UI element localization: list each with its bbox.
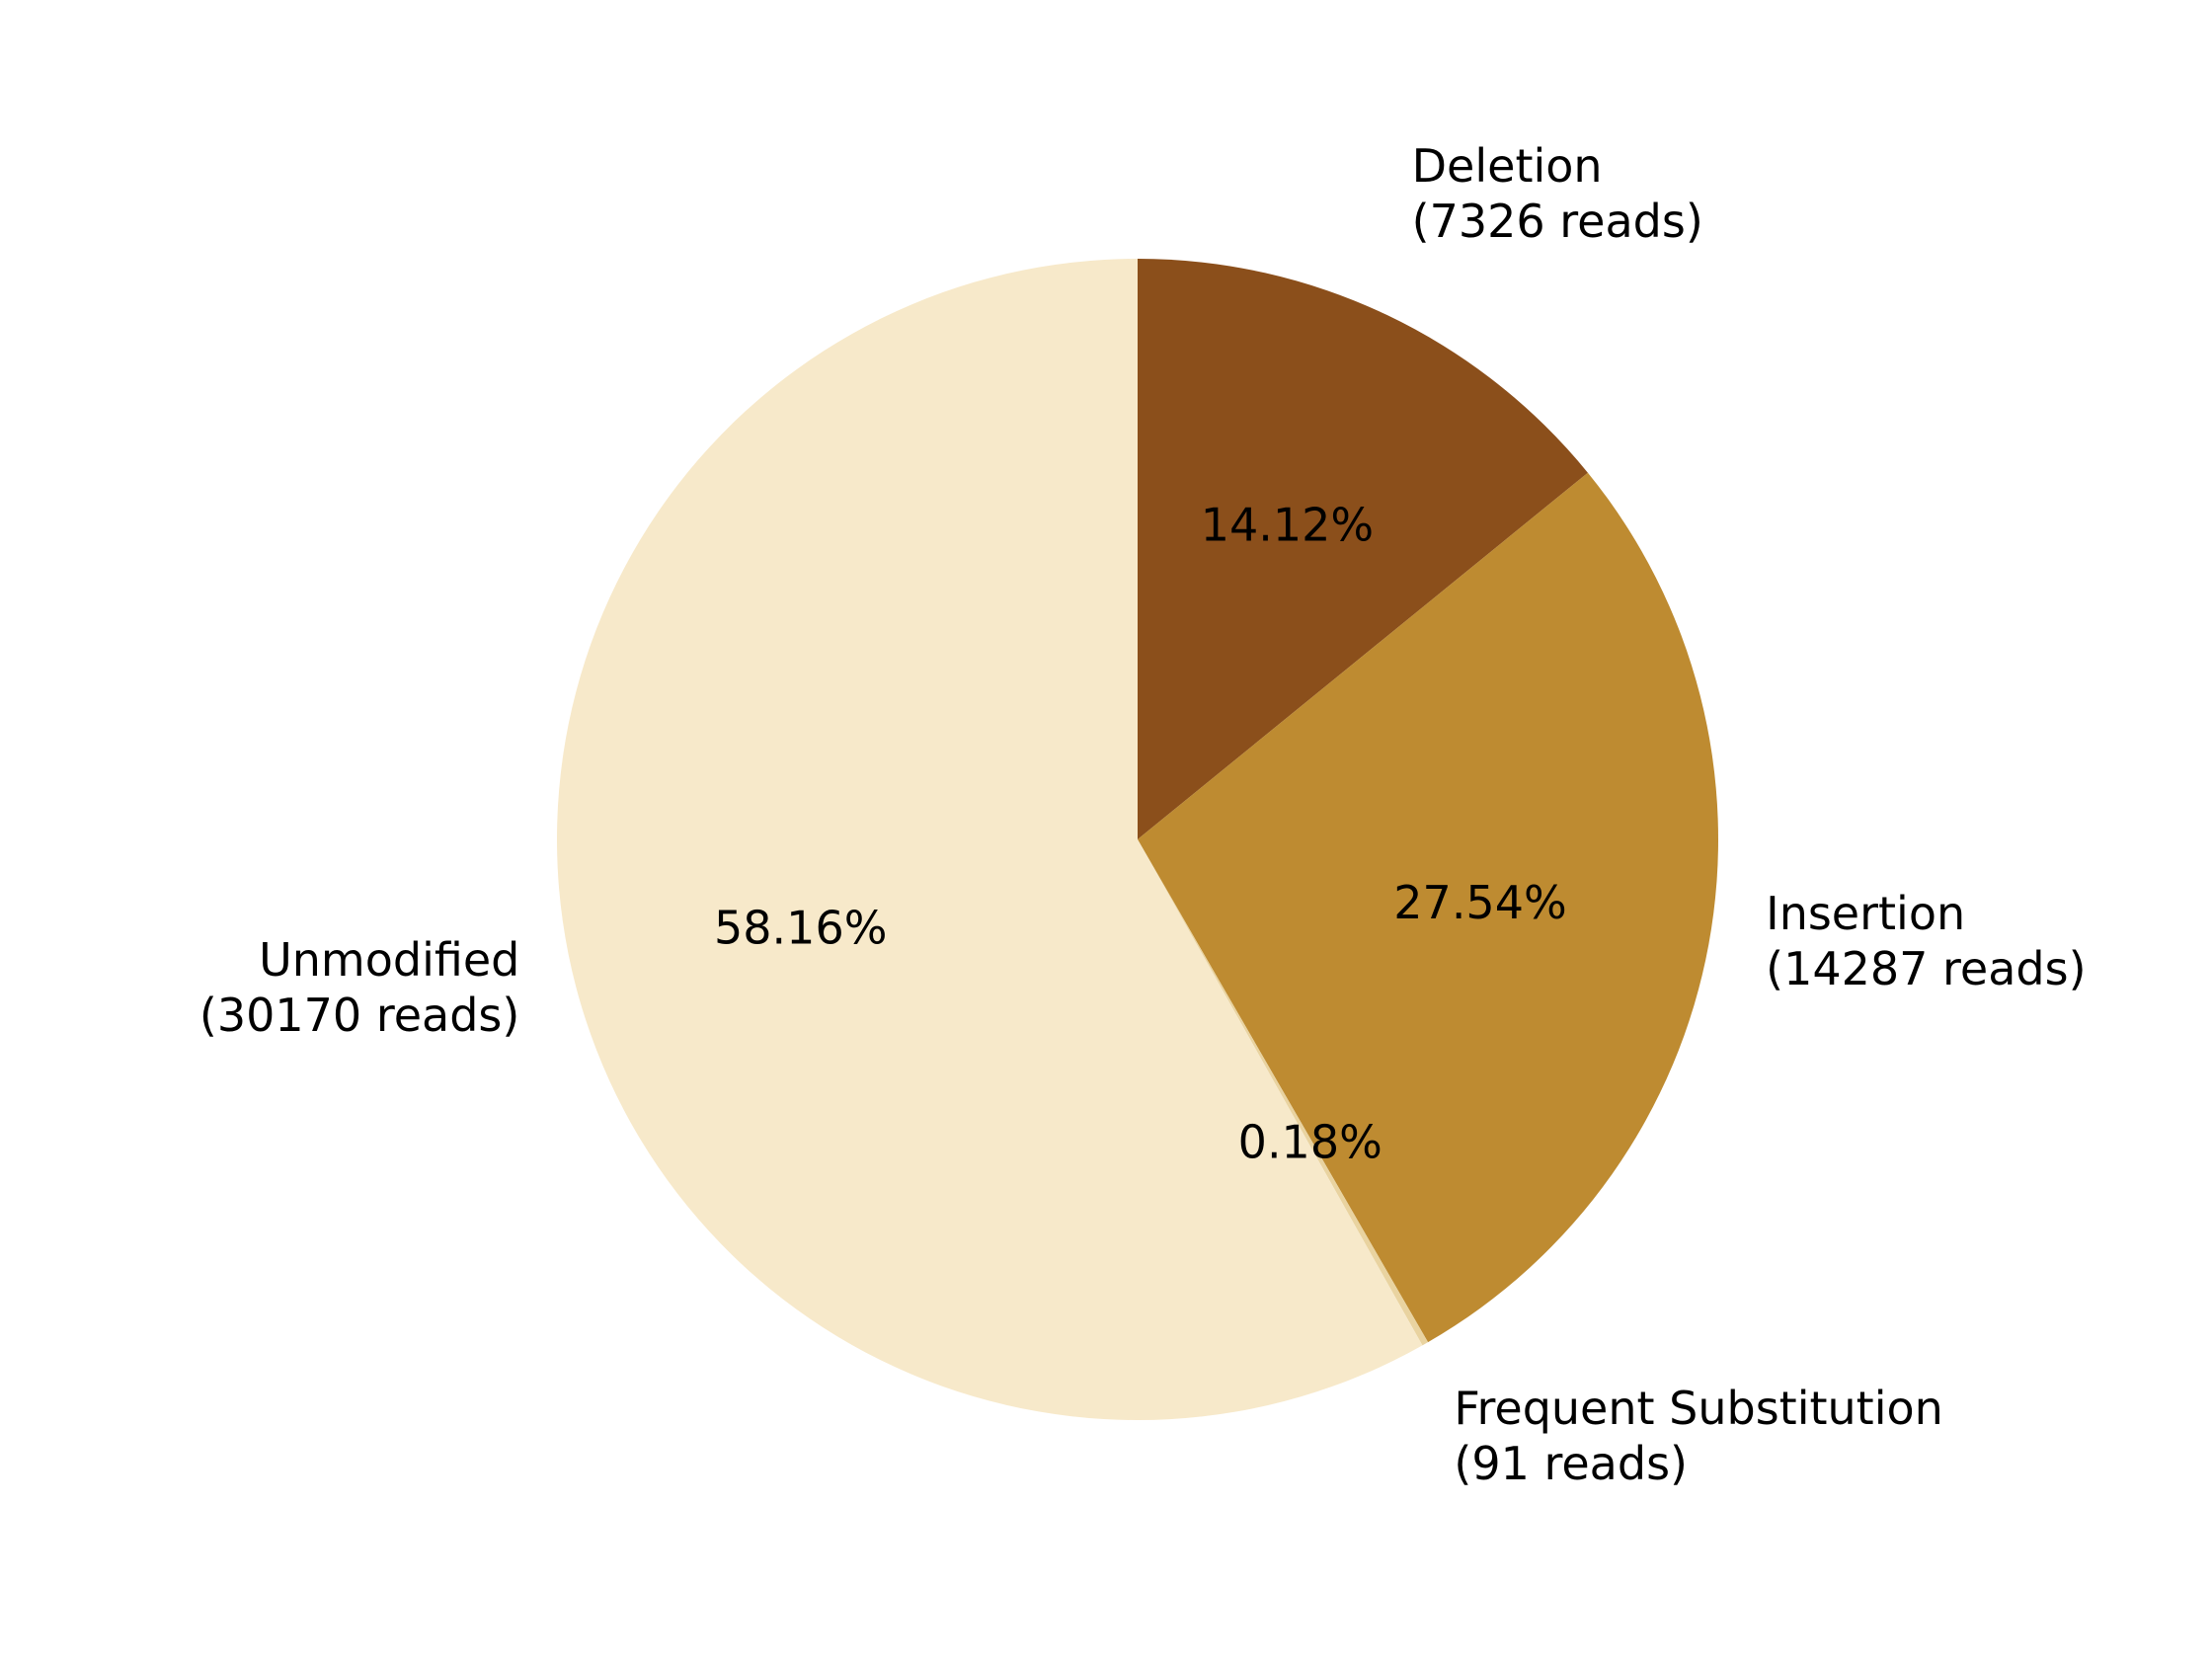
pie-slices [557, 259, 1718, 1420]
category-label-frequent-substitution: Frequent Substitution (91 reads) [1454, 1382, 1942, 1490]
category-label-unmodified: Unmodified (30170 reads) [199, 933, 519, 1042]
pie-slice-deletion [1138, 259, 1588, 839]
category-label-insertion: Insertion (14287 reads) [1766, 887, 2086, 995]
pie-slice-frequent-substitution [1138, 839, 1429, 1346]
percent-label-deletion: 14.12% [1201, 498, 1374, 551]
category-label-deletion: Deletion (7326 reads) [1412, 139, 1703, 248]
percent-label-unmodified: 58.16% [714, 901, 887, 954]
pie-slice-unmodified [557, 259, 1423, 1420]
category-labels: Deletion (7326 reads) Insertion (14287 read… [199, 139, 2087, 1490]
pie-slice-insertion [1138, 472, 1718, 1343]
percent-labels: 14.12% 27.54% 0.18% 58.16% [714, 498, 1567, 1168]
percent-label-insertion: 27.54% [1393, 876, 1566, 929]
percent-label-frequent-substitution: 0.18% [1238, 1115, 1382, 1168]
